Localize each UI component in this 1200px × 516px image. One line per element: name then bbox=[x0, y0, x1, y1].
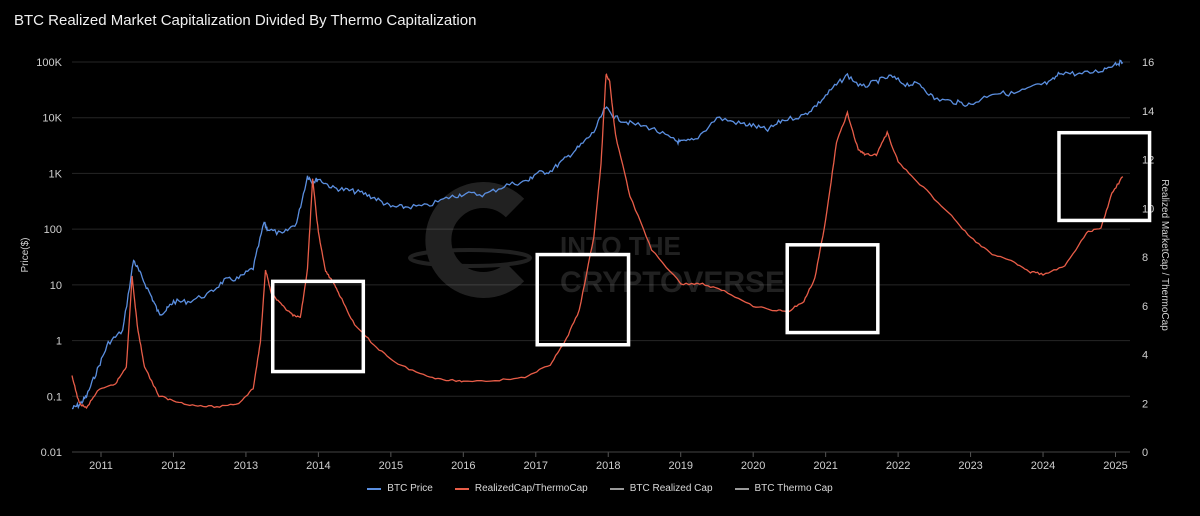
y-right-tick-label: 16 bbox=[1142, 57, 1154, 69]
series-line-realizedcap-thermocap bbox=[71, 73, 1124, 410]
x-tick-label: 2014 bbox=[306, 460, 330, 472]
x-tick-label: 2024 bbox=[1031, 460, 1055, 472]
y-left-tick-label: 0.1 bbox=[47, 391, 62, 403]
y-axis-left-title: Price($) bbox=[20, 237, 31, 272]
x-tick-label: 2023 bbox=[958, 460, 982, 472]
x-tick-label: 2015 bbox=[379, 460, 403, 472]
y-right-tick-label: 4 bbox=[1142, 350, 1148, 362]
legend-label-realized-thermo: RealizedCap/ThermoCap bbox=[474, 483, 588, 494]
legend-swatch-realized-thermo bbox=[454, 487, 469, 490]
legend-swatch-thermo-cap bbox=[734, 487, 749, 490]
annotation-layer bbox=[270, 130, 1152, 374]
x-tick-label: 2017 bbox=[524, 460, 548, 472]
svg-text:INTO THE: INTO THE bbox=[560, 231, 681, 261]
x-tick-label: 2019 bbox=[668, 460, 692, 472]
highlight-box bbox=[785, 243, 880, 335]
watermark-logo: INTO THE CRYPTOVERSE bbox=[408, 182, 785, 299]
legend-item-thermo-cap[interactable]: BTC Thermo Cap bbox=[734, 483, 833, 494]
x-axis-ticks: 2011 2012 2013 2014 2015 2016 2017 2018 2019 2020… bbox=[89, 452, 1128, 472]
highlight-box bbox=[1057, 130, 1152, 223]
svg-text:CRYPTOVERSE: CRYPTOVERSE bbox=[560, 266, 785, 299]
highlight-box bbox=[535, 252, 631, 347]
series-line-btc-price bbox=[71, 59, 1124, 410]
legend-label-thermo-cap: BTC Thermo Cap bbox=[754, 483, 833, 494]
x-tick-label: 2012 bbox=[161, 460, 185, 472]
legend-swatch-btc-price bbox=[367, 487, 382, 490]
legend-item-btc-price[interactable]: BTC Price bbox=[367, 483, 433, 494]
y-axis-left-ticks: 100K 10K 1K 100 10 1 0.1 0.01 bbox=[36, 57, 62, 459]
legend-label-realized-cap: BTC Realized Cap bbox=[629, 483, 713, 494]
x-tick-label: 2021 bbox=[813, 460, 837, 472]
y-right-tick-label: 2 bbox=[1142, 398, 1148, 410]
y-right-tick-label: 6 bbox=[1142, 301, 1148, 313]
chart-title: BTC Realized Market Capitalization Divid… bbox=[14, 12, 477, 29]
legend-label-btc-price: BTC Price bbox=[387, 483, 433, 494]
y-right-tick-label: 8 bbox=[1142, 252, 1148, 264]
x-tick-label: 2013 bbox=[234, 460, 258, 472]
x-tick-label: 2020 bbox=[741, 460, 765, 472]
x-tick-label: 2025 bbox=[1103, 460, 1127, 472]
y-right-tick-label: 0 bbox=[1142, 447, 1148, 459]
y-right-tick-label: 14 bbox=[1142, 106, 1154, 118]
x-tick-label: 2016 bbox=[451, 460, 475, 472]
y-axis-right-title: Realized MarketCap / ThermoCap bbox=[1159, 179, 1170, 331]
y-left-tick-label: 100 bbox=[44, 224, 62, 236]
y-left-tick-label: 10 bbox=[50, 280, 62, 292]
legend: BTC Price RealizedCap/ThermoCap BTC Real… bbox=[0, 483, 1200, 494]
legend-swatch-realized-cap bbox=[609, 487, 624, 490]
x-tick-label: 2022 bbox=[886, 460, 910, 472]
highlight-box bbox=[270, 279, 366, 374]
x-tick-label: 2011 bbox=[89, 460, 113, 472]
y-left-tick-label: 0.01 bbox=[41, 447, 62, 459]
legend-item-realized-thermo[interactable]: RealizedCap/ThermoCap bbox=[454, 483, 588, 494]
series-layer bbox=[71, 59, 1124, 410]
legend-item-realized-cap[interactable]: BTC Realized Cap bbox=[609, 483, 713, 494]
y-left-tick-label: 100K bbox=[36, 57, 62, 69]
y-left-tick-label: 10K bbox=[42, 113, 62, 125]
y-left-tick-label: 1 bbox=[56, 336, 62, 348]
y-left-tick-label: 1K bbox=[49, 168, 63, 180]
x-tick-label: 2018 bbox=[596, 460, 620, 472]
